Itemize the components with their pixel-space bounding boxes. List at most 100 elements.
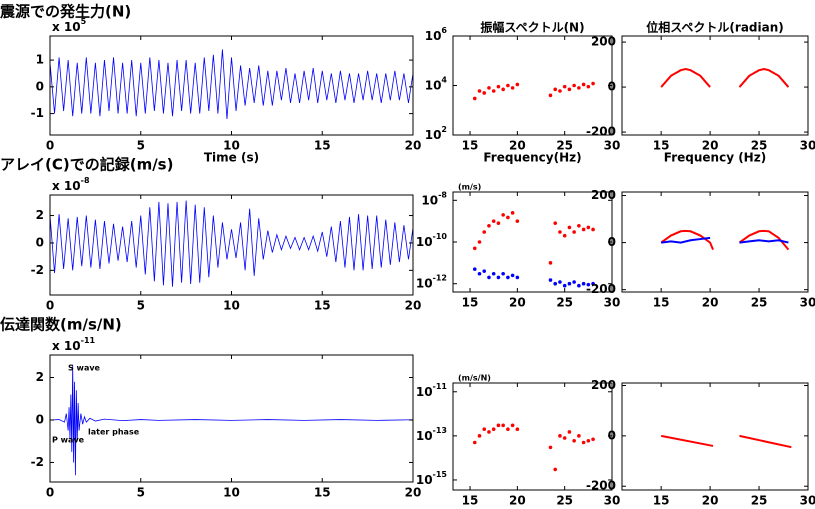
x-tick-label: 15 bbox=[462, 494, 479, 508]
data-point bbox=[548, 93, 553, 98]
data-point bbox=[548, 261, 553, 265]
data-point bbox=[477, 240, 482, 244]
x-tick-label: 25 bbox=[556, 296, 573, 310]
data-point bbox=[591, 281, 595, 286]
x-tick-label: 15 bbox=[653, 139, 670, 153]
data-point bbox=[586, 225, 591, 230]
data-point bbox=[477, 89, 482, 93]
data-point bbox=[558, 280, 562, 284]
chart-title: アレイ(C)での記録(m/s) bbox=[0, 156, 173, 174]
data-point bbox=[506, 275, 510, 280]
x-tick-label: 0 bbox=[46, 299, 54, 313]
data-point bbox=[510, 273, 515, 278]
y-tick-label: 0 bbox=[608, 80, 616, 94]
data-point bbox=[553, 281, 558, 286]
scale-label: x 105 bbox=[52, 17, 87, 34]
data-point bbox=[581, 440, 586, 445]
chart-title: 伝達関数(m/s/N) bbox=[0, 316, 122, 334]
y-tick-base: 10 bbox=[425, 128, 442, 142]
axes-frame bbox=[621, 191, 809, 293]
data-point bbox=[487, 223, 491, 228]
data-point bbox=[572, 83, 576, 88]
data-point bbox=[553, 221, 558, 225]
data-point bbox=[472, 96, 477, 101]
data-point bbox=[567, 225, 572, 230]
scale-exponent: 5 bbox=[81, 17, 87, 26]
y-tick-label: -1 bbox=[31, 106, 44, 120]
data-point bbox=[577, 283, 581, 288]
data-point bbox=[553, 467, 558, 472]
y-tick-exponent: -13 bbox=[433, 425, 447, 434]
x-tick-label: 25 bbox=[751, 494, 768, 508]
x-tick-label: 5 bbox=[137, 139, 145, 153]
y-tick-base: 10 bbox=[421, 193, 438, 207]
y-tick-label: 102 bbox=[425, 125, 447, 142]
series-line bbox=[661, 236, 789, 244]
y-tick-base: 10 bbox=[425, 78, 442, 92]
data-point bbox=[482, 269, 487, 273]
x-tick-label: 20 bbox=[702, 296, 719, 310]
data-point bbox=[562, 233, 567, 238]
x-tick-label: 15 bbox=[462, 139, 479, 153]
plot-area bbox=[660, 229, 790, 251]
chart-title: 振幅スペクトル(N) bbox=[480, 20, 584, 35]
data-point bbox=[548, 445, 553, 450]
x-tick-label: 30 bbox=[800, 296, 815, 310]
data-point bbox=[567, 87, 572, 92]
x-tick-label: 15 bbox=[462, 296, 479, 310]
data-point bbox=[581, 227, 586, 232]
data-point bbox=[487, 86, 491, 90]
plot-area bbox=[660, 68, 790, 88]
annotation: P wave bbox=[52, 436, 85, 445]
data-point bbox=[496, 84, 501, 89]
data-point bbox=[586, 438, 591, 443]
data-point bbox=[577, 434, 581, 438]
chart-title: 震源での発生力(N) bbox=[0, 3, 131, 21]
axes-frame bbox=[621, 35, 809, 136]
axes-frame bbox=[621, 382, 809, 491]
y-tick-label: 200 bbox=[591, 35, 616, 49]
data-point bbox=[572, 230, 576, 234]
y-tick-base: 10 bbox=[416, 235, 433, 249]
x-tick-label: 20 bbox=[405, 486, 422, 500]
chart-title: 位相スペクトル(radian) bbox=[646, 20, 784, 35]
y-tick-label: 0 bbox=[608, 235, 616, 249]
data-point bbox=[562, 84, 567, 89]
axes-frame bbox=[49, 194, 414, 296]
x-tick-label: 30 bbox=[604, 494, 621, 508]
y-tick-label: 0 bbox=[36, 412, 44, 426]
x-tick-label: 30 bbox=[604, 139, 621, 153]
x-tick-label: 20 bbox=[702, 139, 719, 153]
data-point bbox=[510, 211, 515, 215]
y-tick-label: 10-15 bbox=[416, 469, 448, 486]
data-point bbox=[567, 430, 572, 434]
y-tick-exponent: 4 bbox=[441, 75, 447, 84]
data-point bbox=[506, 215, 510, 220]
data-point bbox=[558, 434, 562, 438]
x-tick-label: 20 bbox=[509, 139, 526, 153]
y-tick-exponent: -8 bbox=[438, 190, 447, 199]
y-tick-label: 10-8 bbox=[421, 190, 447, 207]
data-point bbox=[586, 282, 591, 287]
y-tick-label: 200 bbox=[591, 378, 616, 392]
x-tick-label: 30 bbox=[800, 139, 815, 153]
y-tick-base: 10 bbox=[416, 472, 433, 486]
data-point bbox=[548, 278, 553, 282]
x-tick-label: 30 bbox=[800, 494, 815, 508]
x-axis-label: Frequency (Hz) bbox=[664, 151, 766, 165]
x-tick-label: 5 bbox=[137, 299, 145, 313]
y-tick-label: 10-13 bbox=[416, 425, 447, 442]
plot-area bbox=[472, 423, 595, 472]
annotation: S wave bbox=[68, 364, 101, 373]
scale-base: x 10 bbox=[52, 20, 81, 34]
y-tick-label: 0 bbox=[36, 235, 44, 249]
y-tick-label: 0 bbox=[36, 79, 44, 93]
data-point bbox=[501, 87, 505, 92]
data-point bbox=[515, 275, 520, 280]
series-line bbox=[49, 200, 414, 287]
scale-label: x 10-8 bbox=[52, 176, 90, 193]
y-tick-exponent: -11 bbox=[433, 381, 448, 390]
y-tick-exponent: -10 bbox=[433, 232, 448, 241]
y-tick-base: 10 bbox=[416, 428, 433, 442]
